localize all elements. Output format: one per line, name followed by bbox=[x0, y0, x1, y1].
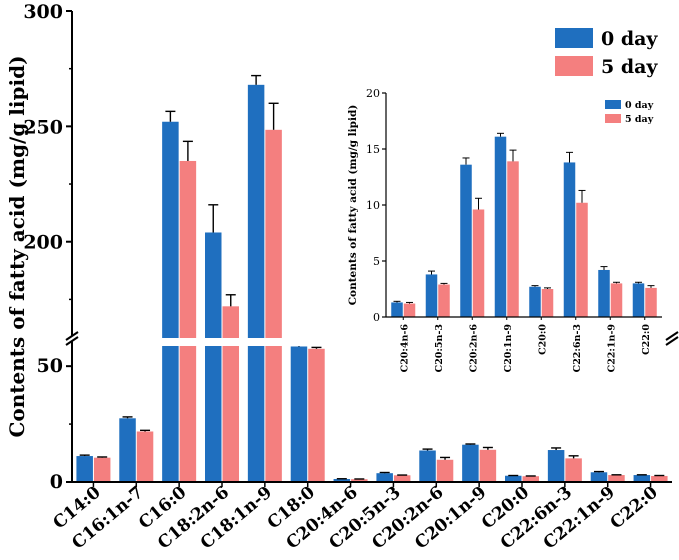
bar-0-day-C20-2n-6 bbox=[419, 450, 436, 482]
bar-5-day-C18-2n-6 bbox=[222, 306, 239, 482]
inset-x-tick-label-C20-5n-3: C20:5n-3 bbox=[434, 324, 445, 372]
bar-0-day-C20-1n-9 bbox=[462, 444, 479, 482]
bar-0-day-C20-5n-3 bbox=[376, 473, 393, 482]
inset-legend-label-0-day: 0 day bbox=[625, 100, 654, 111]
inset-bar-5-day-C20-5n-3 bbox=[438, 284, 450, 317]
inset-bar-5-day-C22-0 bbox=[645, 287, 657, 317]
bar-0-day-C22-0 bbox=[633, 475, 651, 482]
y-tick-label-upper-2: 300 bbox=[23, 1, 63, 23]
inset-bar-5-day-C20-4n-6 bbox=[403, 303, 416, 317]
inset-x-tick-label-C20-2n-6: C20:2n-6 bbox=[468, 324, 479, 373]
bar-5-day-C16-1n-7 bbox=[136, 431, 154, 482]
inset-x-tick-label-C20-0: C20:0 bbox=[537, 324, 548, 355]
inset-x-tick-label-C22-6n-3: C22:6n-3 bbox=[572, 324, 583, 372]
inset-x-tick-label-C20-4n-6: C20:4n-6 bbox=[399, 324, 410, 373]
inset-bar-0-day-C20-4n-6 bbox=[391, 302, 403, 317]
bar-5-day-C20-4n-6 bbox=[351, 479, 368, 482]
y-tick-label-lower-0: 0 bbox=[50, 471, 63, 493]
inset-x-tick-label-C20-1n-9: C20:1n-9 bbox=[503, 324, 514, 373]
inset-x-tick-label-C22-0: C22:0 bbox=[641, 324, 652, 355]
legend-swatch-0-day bbox=[555, 28, 593, 48]
inset-bar-5-day-C20-0 bbox=[541, 289, 554, 317]
inset-plot: 0 5 10 15 20 C20:4n-6 C20:5n-3 C20:2n-6 C20:1n-9… bbox=[347, 87, 662, 372]
bar-0-day-C18-1n-9 bbox=[247, 84, 265, 482]
y-tick-label-upper-0: 200 bbox=[23, 232, 63, 254]
axis-break-mark-left-lower bbox=[65, 336, 79, 346]
bar-5-day-C14-0 bbox=[93, 457, 111, 482]
inset-legend-swatch-0-day bbox=[605, 100, 621, 109]
inset-bar-5-day-C22-1n-9 bbox=[610, 283, 623, 317]
bar-5-day-C18-1n-9 bbox=[265, 129, 282, 482]
y-tick-label-lower-1: 50 bbox=[37, 355, 63, 377]
bar-0-day-C18-2n-6 bbox=[205, 232, 222, 482]
inset-y-axis-label: Contents of fatty acid (mg/g lipid) bbox=[347, 105, 359, 306]
bar-0-day-C20-4n-6 bbox=[333, 478, 351, 482]
bar-5-day-C22-1n-9 bbox=[608, 475, 625, 482]
inset-bar-0-day-C20-0 bbox=[529, 286, 541, 317]
inset-bar-0-day-C22-0 bbox=[632, 283, 645, 317]
inset-y-tick-label-0: 0 bbox=[373, 311, 380, 324]
bar-5-day-C18-0 bbox=[308, 348, 325, 482]
axis-break-band bbox=[73, 338, 671, 346]
inset-y-tick-label-3: 15 bbox=[366, 143, 380, 156]
inset-y-tick-label-1: 5 bbox=[373, 255, 380, 268]
inset-bar-5-day-C20-2n-6 bbox=[472, 209, 485, 317]
bar-0-day-C20-0 bbox=[505, 475, 522, 482]
inset-y-tick-label-2: 10 bbox=[366, 199, 380, 212]
bar-0-day-C16-1n-7 bbox=[119, 418, 136, 482]
inset-y-tick-label-4: 20 bbox=[366, 87, 380, 100]
inset-bar-0-day-C20-2n-6 bbox=[460, 164, 472, 317]
y-tick-label-upper-1: 250 bbox=[23, 116, 63, 138]
inset-bar-5-day-C20-1n-9 bbox=[507, 161, 519, 317]
bar-0-day-C14-0 bbox=[76, 456, 93, 482]
axis-break-mark-right-lower bbox=[665, 336, 679, 346]
inset-bar-0-day-C22-1n-9 bbox=[598, 269, 610, 317]
inset-x-tick-label-C22-1n-9: C22:1n-9 bbox=[606, 324, 617, 373]
bar-0-day-C18-0 bbox=[290, 346, 308, 482]
bar-5-day-C16-0 bbox=[179, 160, 197, 482]
legend-label-0-day: 0 day bbox=[601, 28, 658, 50]
inset-bar-0-day-C22-6n-3 bbox=[563, 162, 576, 317]
y-axis-label: Contents of fatty acid (mg/g lipid) bbox=[5, 55, 29, 437]
bar-5-day-C20-1n-9 bbox=[479, 449, 497, 482]
bar-5-day-C20-2n-6 bbox=[436, 459, 454, 482]
bar-5-day-C22-0 bbox=[651, 475, 668, 482]
bar-5-day-C20-5n-3 bbox=[393, 475, 411, 482]
bar-0-day-C16-0 bbox=[162, 121, 179, 482]
axis-break-mark-right-upper bbox=[665, 331, 679, 341]
inset-bar-0-day-C20-5n-3 bbox=[425, 274, 438, 317]
legend-swatch-5-day bbox=[555, 56, 593, 76]
inset-legend-swatch-5-day bbox=[605, 114, 621, 123]
bar-5-day-C22-6n-3 bbox=[565, 458, 582, 482]
legend-label-5-day: 5 day bbox=[601, 56, 658, 78]
inset-bar-5-day-C22-6n-3 bbox=[576, 202, 588, 317]
inset-bar-0-day-C20-1n-9 bbox=[494, 136, 507, 317]
inset-legend-label-5-day: 5 day bbox=[625, 114, 654, 125]
bar-0-day-C22-1n-9 bbox=[590, 472, 608, 482]
axis-break-mark-left-upper bbox=[65, 331, 79, 341]
bar-5-day-C20-0 bbox=[522, 476, 539, 482]
bar-0-day-C22-6n-3 bbox=[547, 450, 565, 482]
